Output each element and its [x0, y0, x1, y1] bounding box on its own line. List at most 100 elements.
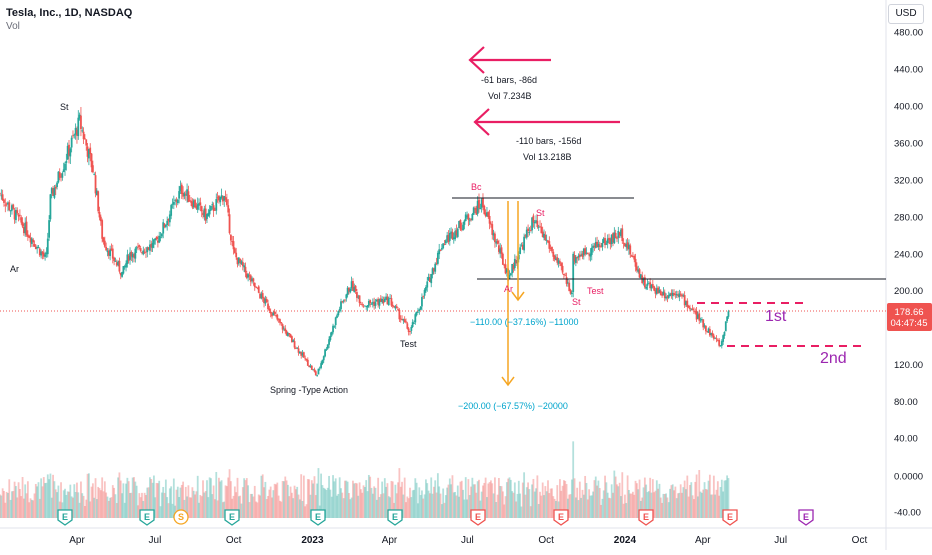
candle-body	[428, 277, 431, 282]
candle-body	[643, 277, 646, 288]
candle-body	[322, 356, 325, 361]
symbol-title[interactable]: Tesla, Inc., 1D, NASDAQ	[6, 7, 133, 19]
volume-bar	[118, 472, 121, 518]
measure-arrow-1[interactable]	[468, 46, 551, 74]
earnings-marker-icon[interactable]: E	[470, 509, 486, 526]
volume-bar	[658, 483, 661, 518]
candle-body	[415, 311, 418, 316]
split-marker-icon[interactable]: S	[173, 509, 189, 525]
candle-body	[199, 202, 202, 206]
earnings-marker-icon[interactable]: E	[722, 509, 738, 526]
volume-bar	[49, 473, 52, 518]
candle-body	[547, 240, 549, 243]
candle-body	[325, 349, 328, 351]
volume-bar	[698, 470, 701, 518]
candle-body	[642, 278, 645, 282]
candle-body	[563, 273, 565, 275]
candle-body	[576, 257, 579, 259]
earnings-marker-icon[interactable]: E	[638, 509, 654, 526]
volume-bar	[515, 501, 518, 518]
volume-bar	[464, 477, 467, 518]
projection-arrow-2[interactable]	[501, 201, 515, 387]
candle-body	[332, 325, 334, 333]
candle-body	[271, 313, 273, 317]
volume-indicator-label[interactable]: Vol	[6, 21, 20, 32]
candle-body	[337, 310, 340, 316]
volume-bar	[297, 494, 300, 518]
earnings-marker-icon[interactable]: E	[310, 509, 326, 526]
candle-body	[719, 345, 722, 347]
earnings-marker-icon[interactable]: E	[553, 509, 569, 526]
candle-body	[269, 311, 272, 314]
candle-body	[410, 326, 413, 331]
volume-bar	[556, 485, 559, 518]
volume-bar	[398, 468, 401, 518]
candle-body	[425, 287, 427, 291]
volume-bar	[184, 486, 187, 518]
volume-bar	[497, 478, 500, 518]
candle-body	[228, 214, 231, 234]
candle-body	[50, 188, 53, 194]
candle-body	[212, 205, 215, 212]
last-price-tag[interactable]: 178.66 04:47:45	[887, 303, 932, 331]
candle-body	[687, 305, 690, 308]
candle-body	[333, 325, 336, 327]
measure-arrow-2[interactable]	[473, 108, 620, 136]
candle-body	[409, 331, 411, 333]
candle-body	[365, 306, 368, 307]
candle-body	[710, 332, 713, 335]
candle-body	[482, 197, 484, 207]
volume-bar	[275, 484, 277, 518]
volume-bar	[466, 499, 468, 518]
volume-bar	[381, 481, 384, 518]
volume-bar	[1, 488, 4, 518]
volume-bar	[147, 487, 150, 518]
earnings-marker-icon[interactable]: E	[224, 509, 240, 526]
volume-bar	[145, 495, 147, 518]
candle-body	[586, 253, 589, 255]
candle-body	[190, 200, 192, 203]
price-tick-label: 440.00	[894, 64, 923, 75]
volume-bar	[666, 497, 669, 518]
candle-body	[600, 246, 602, 248]
volume-bar	[215, 471, 218, 518]
candle-body	[324, 349, 326, 357]
time-tick-label: 2023	[301, 535, 324, 546]
volume-bar	[365, 480, 368, 518]
earnings-marker-icon[interactable]: E	[798, 509, 814, 526]
volume-bar	[276, 482, 279, 518]
volume-bar	[484, 477, 487, 518]
earnings-marker-icon[interactable]: E	[139, 509, 155, 526]
volume-bar	[131, 477, 134, 518]
candle-body	[163, 223, 166, 228]
volume-bar	[243, 478, 246, 518]
volume-bar	[675, 498, 678, 518]
currency-button[interactable]: USD	[888, 4, 924, 24]
candle-body	[64, 163, 66, 171]
volume-bar	[632, 491, 634, 518]
volume-bar	[561, 485, 564, 518]
candle-body	[184, 193, 187, 195]
volume-bar	[358, 482, 361, 518]
volume-bar	[53, 481, 56, 518]
candle-body	[119, 272, 122, 276]
volume-bar	[428, 493, 431, 518]
candle-body	[657, 287, 660, 294]
candle-body	[93, 174, 96, 175]
candle-body	[121, 271, 123, 277]
candle-body	[598, 245, 601, 247]
candle-body	[26, 234, 29, 237]
volume-bar	[519, 493, 522, 518]
candle-body	[57, 171, 60, 183]
projection-arrow-1[interactable]	[511, 201, 525, 302]
earnings-marker-icon[interactable]: E	[57, 509, 73, 526]
volume-bar	[480, 491, 483, 518]
candle-body	[127, 255, 130, 261]
earnings-marker-icon[interactable]: E	[387, 509, 403, 526]
volume-bar	[207, 497, 210, 518]
volume-bar	[253, 485, 256, 518]
volume-bar	[312, 483, 315, 518]
candle-body	[198, 203, 200, 206]
